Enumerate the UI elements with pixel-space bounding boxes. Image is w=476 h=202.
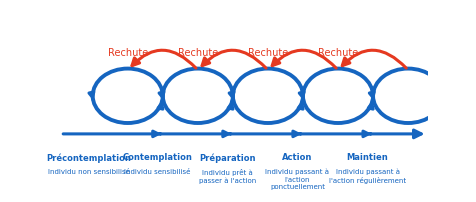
Text: Contemplation: Contemplation (122, 153, 192, 162)
Text: Individu non sensibilisé: Individu non sensibilisé (48, 169, 130, 175)
Text: Précontemplation: Précontemplation (47, 153, 131, 163)
Text: Rechute: Rechute (318, 48, 358, 58)
Text: Action: Action (282, 153, 313, 162)
Text: Rechute: Rechute (248, 48, 288, 58)
Text: Maintien: Maintien (347, 153, 388, 162)
FancyArrowPatch shape (132, 50, 196, 68)
Text: Rechute: Rechute (108, 48, 148, 58)
FancyArrowPatch shape (272, 50, 336, 68)
Text: Rechute: Rechute (178, 48, 218, 58)
Text: Préparation: Préparation (199, 153, 256, 163)
Text: Individu passant à
l'action régulièrement: Individu passant à l'action régulièremen… (329, 169, 406, 184)
FancyArrowPatch shape (202, 50, 266, 68)
Text: Individu sensibilisé: Individu sensibilisé (124, 169, 190, 175)
Text: Individu passant à
l'action
ponctuellement: Individu passant à l'action ponctuelleme… (266, 169, 329, 190)
FancyArrowPatch shape (342, 50, 406, 68)
Text: Individu prêt à
passer à l'action: Individu prêt à passer à l'action (198, 169, 256, 184)
